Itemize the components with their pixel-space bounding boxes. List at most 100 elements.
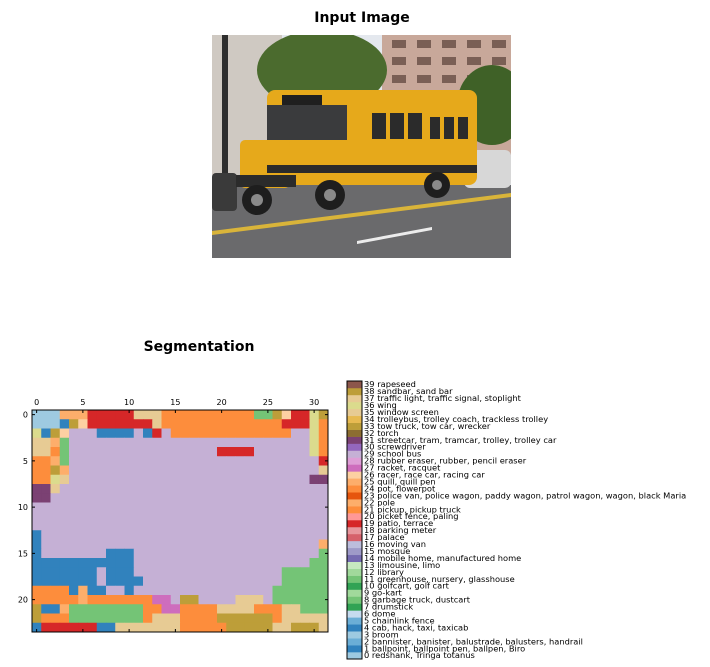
heatmap-cell xyxy=(235,465,246,476)
heatmap-cell xyxy=(106,530,116,540)
heatmap-cell xyxy=(124,622,135,633)
heatmap-cell xyxy=(235,530,246,540)
heatmap-cell xyxy=(41,502,51,513)
heatmap-cell xyxy=(180,530,190,540)
heatmap-cell xyxy=(300,447,310,457)
heatmap-cell xyxy=(161,604,172,614)
heatmap-cell xyxy=(161,521,172,531)
heatmap-cell xyxy=(291,419,301,429)
heatmap-cell xyxy=(263,456,273,466)
heatmap-cell xyxy=(50,576,61,587)
heatmap-cell xyxy=(87,419,98,429)
heatmap-cell xyxy=(161,539,172,550)
colorbar-label: 8 garbage truck, dustcart xyxy=(364,595,471,605)
heatmap-cell xyxy=(59,585,70,596)
heatmap-cell xyxy=(207,595,218,605)
heatmap-cell xyxy=(226,484,236,494)
heatmap-cell xyxy=(124,456,135,466)
heatmap-cell xyxy=(106,493,116,503)
heatmap-cell xyxy=(124,474,135,485)
colorbar-label: 0 redshank, Tringa totanus xyxy=(364,650,475,660)
heatmap-cell xyxy=(281,493,292,503)
heatmap-cell xyxy=(59,437,70,448)
heatmap-cell xyxy=(78,419,88,429)
heatmap-cell xyxy=(226,585,236,596)
heatmap-cell xyxy=(180,437,190,448)
heatmap-cell xyxy=(244,484,255,494)
heatmap-cell xyxy=(32,447,42,457)
heatmap-cell xyxy=(291,585,301,596)
heatmap-cell xyxy=(189,585,199,596)
heatmap-cell xyxy=(133,419,144,429)
colorbar-swatch xyxy=(347,547,362,556)
heatmap-cell xyxy=(106,511,116,522)
heatmap-cell xyxy=(50,622,61,633)
heatmap-cell xyxy=(143,576,153,587)
heatmap-cell xyxy=(318,419,329,429)
heatmap-cell xyxy=(50,539,61,550)
heatmap-cell xyxy=(189,604,199,614)
heatmap-cell xyxy=(41,484,51,494)
heatmap-cell xyxy=(69,548,79,559)
heatmap-cell xyxy=(272,530,283,540)
heatmap-cell xyxy=(124,447,135,457)
heatmap-cell xyxy=(161,585,172,596)
heatmap-cell xyxy=(180,419,190,429)
heatmap-cell xyxy=(143,511,153,522)
heatmap-cell xyxy=(96,493,107,503)
heatmap-cell xyxy=(281,558,292,568)
heatmap-cell xyxy=(189,428,199,439)
colorbar-swatch xyxy=(347,575,362,583)
heatmap-cell xyxy=(32,548,42,559)
heatmap-cell xyxy=(281,530,292,540)
heatmap-cell xyxy=(198,567,209,577)
heatmap-cell xyxy=(309,484,320,494)
heatmap-cell xyxy=(318,474,329,485)
colorbar-swatch xyxy=(347,554,362,562)
colorbar-label: 33 tow truck, tow car, wrecker xyxy=(364,421,491,431)
heatmap-cell xyxy=(50,595,61,605)
heatmap-cell xyxy=(244,604,255,614)
y-tick-label: 5 xyxy=(23,457,28,466)
heatmap-cell xyxy=(133,474,144,485)
heatmap-cell xyxy=(300,474,310,485)
heatmap-cell xyxy=(106,447,116,457)
heatmap-cell xyxy=(106,465,116,476)
heatmap-cell xyxy=(217,567,227,577)
heatmap-cell xyxy=(309,576,320,587)
heatmap-cell xyxy=(272,567,283,577)
heatmap-cell xyxy=(291,437,301,448)
segmentation-frame xyxy=(31,409,329,633)
colorbar-swatch xyxy=(347,485,362,493)
heatmap-cell xyxy=(226,622,236,633)
heatmap-cell xyxy=(281,419,292,429)
heatmap-cell xyxy=(78,613,88,624)
heatmap-cell xyxy=(235,604,246,614)
heatmap-cell xyxy=(235,484,246,494)
heatmap-cell xyxy=(50,511,61,522)
heatmap-cell xyxy=(291,456,301,466)
heatmap-cell xyxy=(244,613,255,624)
heatmap-cell xyxy=(41,585,51,596)
heatmap-cell xyxy=(87,558,98,568)
heatmap-cell xyxy=(152,474,162,485)
heatmap-cell xyxy=(115,622,125,633)
heatmap-cell xyxy=(106,595,116,605)
heatmap-cell xyxy=(115,456,125,466)
heatmap-cell xyxy=(161,502,172,513)
heatmap-cell xyxy=(69,410,79,420)
heatmap-cell xyxy=(198,530,209,540)
heatmap-cell xyxy=(59,567,70,577)
heatmap-cell xyxy=(78,622,88,633)
heatmap-cell xyxy=(309,511,320,522)
heatmap-cell xyxy=(207,622,218,633)
colorbar-label: 32 torch xyxy=(364,428,399,438)
heatmap-cell xyxy=(309,456,320,466)
heatmap-cell xyxy=(170,548,181,559)
heatmap-cell xyxy=(217,456,227,466)
heatmap-cell xyxy=(180,410,190,420)
heatmap-cell xyxy=(309,604,320,614)
heatmap-cell xyxy=(59,511,70,522)
heatmap-cell xyxy=(254,493,264,503)
heatmap-cell xyxy=(189,437,199,448)
